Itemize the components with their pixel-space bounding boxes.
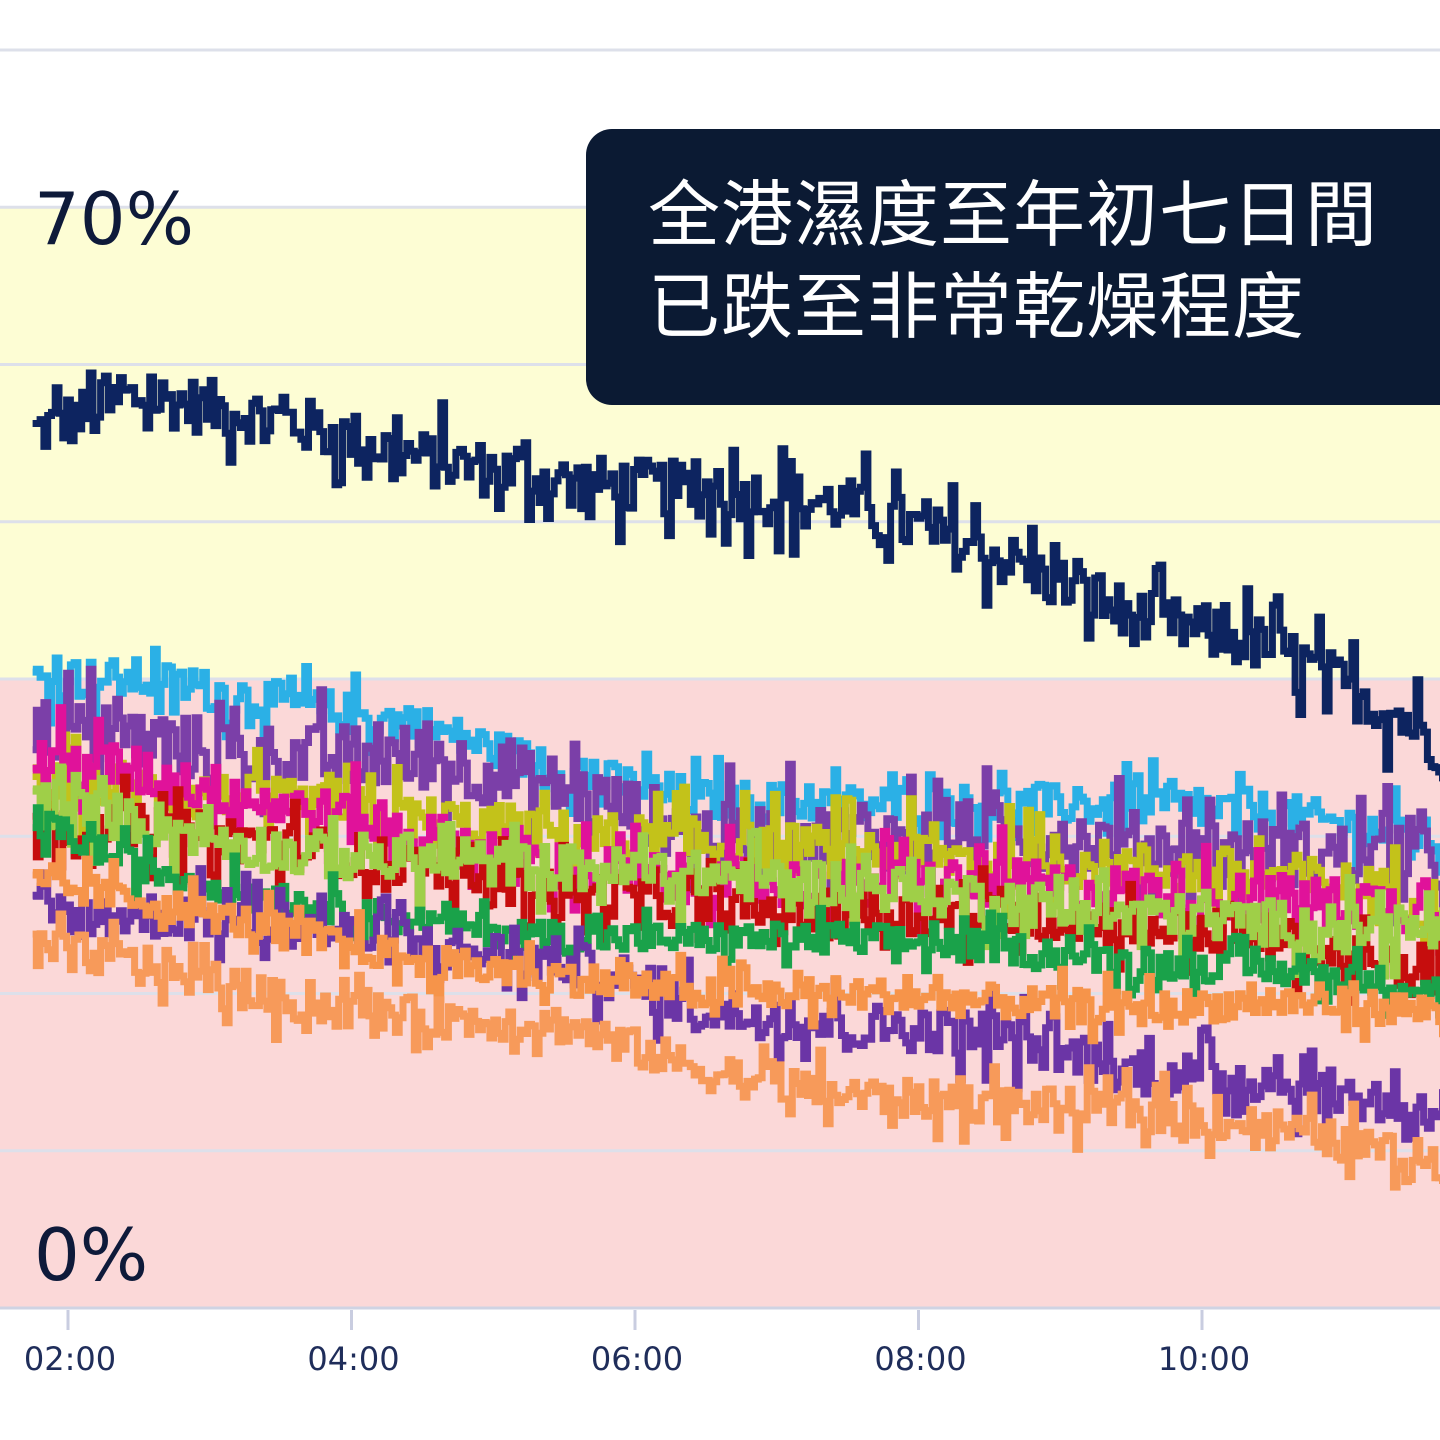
series-line-7 [32, 804, 1440, 1019]
series-line-9 [32, 848, 1440, 1045]
series-line-6 [32, 763, 1440, 980]
series-group [32, 369, 1440, 1191]
x-tick-label: 10:00 [1158, 1340, 1250, 1378]
series-line-2 [32, 665, 1440, 928]
x-tick-label: 08:00 [874, 1340, 966, 1378]
band-label-70: 70% [34, 177, 194, 261]
band-label-0: 0% [34, 1213, 148, 1297]
series-line-10 [32, 910, 1440, 1191]
x-tick-label: 02:00 [24, 1340, 116, 1378]
title-line-1: 全港濕度至年初七日間 [648, 173, 1379, 257]
title-line-2: 已跌至非常乾燥程度 [648, 265, 1306, 349]
x-axis: 02:00 04:00 06:00 08:00 10:00 [24, 1310, 1250, 1378]
x-tick-label: 06:00 [591, 1340, 683, 1378]
series-line-0 [32, 369, 1440, 782]
x-tick-label: 04:00 [307, 1340, 399, 1378]
title-box: 全港濕度至年初七日間 已跌至非常乾燥程度 [586, 129, 1440, 405]
